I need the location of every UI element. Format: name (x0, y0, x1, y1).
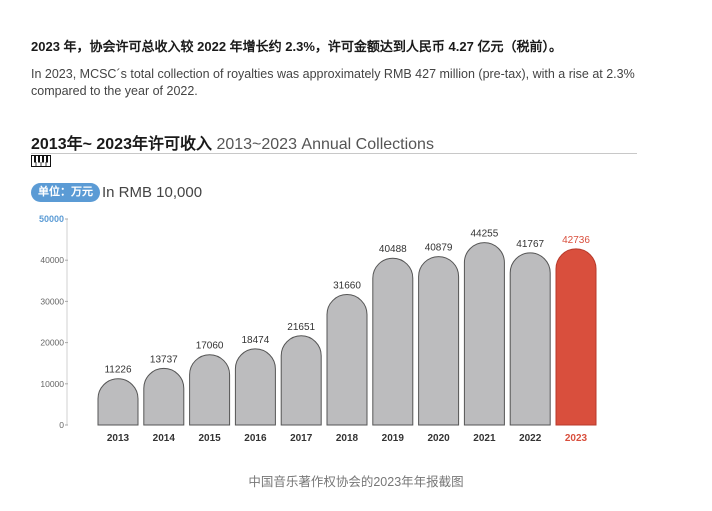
bar-2022 (509, 252, 551, 426)
x-tick-label-2015: 2015 (198, 433, 221, 444)
data-label-2017: 21651 (287, 322, 315, 333)
data-label-2015: 17060 (196, 341, 224, 352)
chart-title-en: 2013~2023 Annual Collections (216, 136, 434, 153)
bar-chart: 0 10000 20000 30000 40000 50000 11226 2013 13737… (39, 214, 597, 444)
headline: 2023 年，协会许可总收入较 2022 年增长约 2.3%，许可金额达到人民币… (31, 39, 562, 54)
y-tick-label: 0 (59, 420, 64, 430)
x-tick-label-2013: 2013 (107, 433, 130, 444)
bar-2019 (372, 257, 414, 426)
subtext: In 2023, MCSC´s total collection of roya… (31, 67, 635, 98)
unit-badge: 单位：万元 (31, 183, 100, 202)
bar-2016 (234, 348, 276, 426)
chart-title-zh: 2013年~ 2023年许可收入 (31, 136, 212, 153)
x-tick-label-2018: 2018 (336, 433, 359, 444)
x-tick-label-2022: 2022 (519, 433, 542, 444)
y-tick-label: 50000 (39, 214, 64, 224)
y-tick-label: 20000 (40, 338, 64, 348)
data-label-2016: 18474 (241, 335, 269, 346)
bar-2014 (143, 367, 185, 426)
image-caption: 中国音乐著作权协会的2023年年报截图 (248, 475, 464, 489)
data-label-2018: 31660 (333, 281, 361, 292)
x-tick-label-2021: 2021 (473, 433, 496, 444)
bar-2015 (189, 354, 231, 426)
x-tick-label-2020: 2020 (427, 433, 450, 444)
unit-label: In RMB 10,000 (102, 184, 203, 201)
bar-2021 (463, 242, 505, 426)
x-tick-label-2017: 2017 (290, 433, 313, 444)
data-label-2019: 40488 (379, 244, 407, 255)
piano-icon (31, 155, 51, 167)
x-tick-label-2016: 2016 (244, 433, 267, 444)
bar-2018 (326, 294, 368, 426)
y-tick-label: 40000 (40, 255, 64, 265)
data-label-2023: 42736 (562, 235, 590, 246)
data-label-2020: 40879 (425, 243, 453, 254)
data-label-2013: 11226 (104, 365, 132, 376)
x-tick-label-2023: 2023 (565, 433, 588, 444)
data-label-2021: 44255 (470, 229, 498, 240)
bar-2013 (97, 378, 139, 426)
bar-2017 (280, 335, 322, 426)
x-tick-label-2014: 2014 (153, 433, 176, 444)
data-label-2014: 13737 (150, 354, 178, 365)
bar-2023 (555, 248, 597, 426)
y-tick-label: 30000 (40, 296, 64, 306)
bar-2020 (418, 256, 460, 426)
x-tick-label-2019: 2019 (382, 433, 405, 444)
chart-title: 2013年~ 2023年许可收入 2013~2023 Annual Collec… (31, 130, 434, 154)
data-label-2022: 41767 (516, 239, 544, 250)
y-tick-label: 10000 (40, 379, 64, 389)
title-divider (31, 153, 637, 154)
